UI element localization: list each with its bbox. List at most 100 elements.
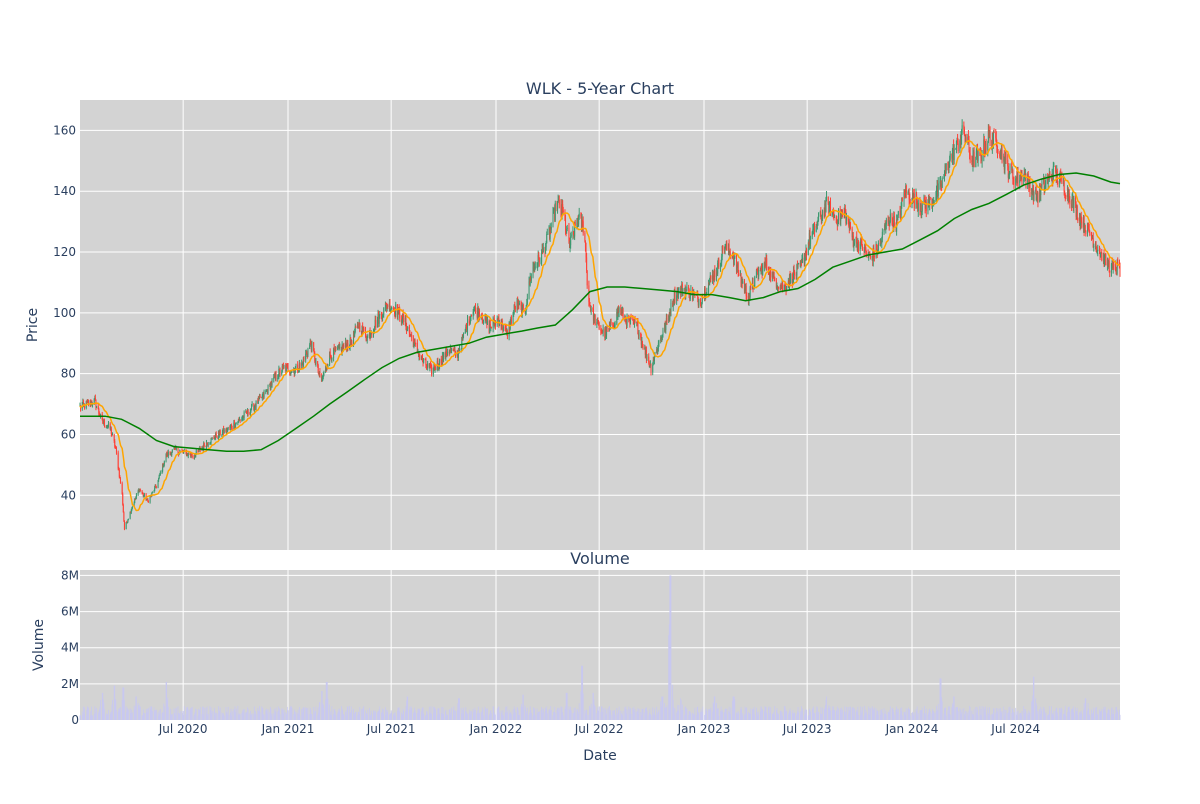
- candle-body[interactable]: [177, 448, 179, 453]
- candle-body[interactable]: [426, 366, 428, 368]
- volume-bar[interactable]: [514, 712, 516, 720]
- volume-bar[interactable]: [800, 714, 802, 720]
- candle-body[interactable]: [142, 493, 144, 494]
- candle-body[interactable]: [600, 331, 602, 332]
- candle-body[interactable]: [889, 213, 891, 222]
- volume-bar[interactable]: [884, 713, 886, 720]
- volume-bar[interactable]: [249, 710, 251, 720]
- candle-body[interactable]: [1011, 163, 1013, 171]
- candle-body[interactable]: [1032, 184, 1034, 195]
- candle-body[interactable]: [452, 348, 454, 351]
- volume-bar[interactable]: [1072, 706, 1074, 720]
- candle-body[interactable]: [193, 456, 195, 458]
- candle-body[interactable]: [980, 151, 982, 158]
- volume-bar[interactable]: [147, 708, 149, 720]
- volume-bar[interactable]: [485, 708, 487, 720]
- candle-body[interactable]: [596, 321, 598, 325]
- volume-bar[interactable]: [692, 713, 694, 720]
- candle-body[interactable]: [309, 341, 311, 346]
- volume-bar[interactable]: [497, 708, 499, 720]
- volume-bar[interactable]: [767, 707, 769, 720]
- volume-bar[interactable]: [606, 713, 607, 720]
- candle-body[interactable]: [865, 251, 867, 253]
- volume-bar[interactable]: [728, 706, 730, 720]
- volume-bar[interactable]: [919, 710, 921, 720]
- candle-body[interactable]: [868, 252, 870, 254]
- volume-bar[interactable]: [105, 714, 107, 720]
- volume-bar[interactable]: [624, 709, 626, 720]
- candle-body[interactable]: [566, 228, 568, 232]
- volume-bar[interactable]: [981, 715, 982, 720]
- candle-body[interactable]: [932, 199, 934, 204]
- volume-bar[interactable]: [740, 709, 741, 720]
- candle-body[interactable]: [456, 352, 458, 357]
- candle-body[interactable]: [129, 511, 131, 519]
- candle-body[interactable]: [472, 311, 474, 317]
- volume-bar[interactable]: [206, 706, 208, 720]
- volume-bar[interactable]: [493, 707, 495, 720]
- volume-bar[interactable]: [997, 708, 999, 720]
- volume-bar[interactable]: [414, 707, 415, 720]
- volume-bar[interactable]: [1117, 711, 1119, 720]
- volume-bar[interactable]: [182, 711, 184, 720]
- candle-body[interactable]: [529, 277, 531, 286]
- volume-bar[interactable]: [840, 708, 842, 720]
- volume-bar[interactable]: [282, 708, 284, 720]
- volume-bar[interactable]: [693, 714, 695, 720]
- candle-body[interactable]: [641, 340, 643, 347]
- candle-body[interactable]: [967, 136, 969, 142]
- volume-bar[interactable]: [991, 714, 993, 720]
- candle-body[interactable]: [335, 346, 337, 349]
- candle-body[interactable]: [415, 342, 417, 344]
- volume-bar[interactable]: [407, 696, 409, 720]
- candle-body[interactable]: [688, 286, 690, 290]
- candle-body[interactable]: [923, 198, 925, 205]
- candle-body[interactable]: [82, 401, 84, 405]
- volume-bar[interactable]: [1093, 707, 1095, 720]
- volume-bar[interactable]: [395, 715, 397, 720]
- candle-body[interactable]: [1092, 237, 1094, 248]
- candle-body[interactable]: [912, 193, 914, 202]
- candle-body[interactable]: [100, 414, 102, 417]
- volume-bar[interactable]: [853, 715, 855, 720]
- volume-bar[interactable]: [740, 707, 742, 720]
- candle-body[interactable]: [138, 489, 140, 492]
- volume-bar[interactable]: [912, 713, 914, 720]
- candle-body[interactable]: [588, 301, 590, 305]
- volume-bar[interactable]: [685, 708, 687, 720]
- volume-bar[interactable]: [450, 712, 451, 720]
- volume-bar[interactable]: [636, 711, 638, 720]
- candle-body[interactable]: [777, 286, 779, 288]
- volume-bar[interactable]: [242, 712, 244, 720]
- volume-bar[interactable]: [370, 715, 372, 720]
- volume-bar[interactable]: [452, 709, 454, 720]
- volume-bar[interactable]: [568, 706, 570, 720]
- candle-body[interactable]: [518, 301, 520, 305]
- volume-bar[interactable]: [940, 678, 941, 720]
- candle-body[interactable]: [301, 363, 303, 366]
- volume-bar[interactable]: [110, 712, 112, 720]
- candle-body[interactable]: [782, 283, 784, 291]
- volume-bar[interactable]: [788, 712, 790, 720]
- candle-body[interactable]: [573, 231, 575, 233]
- candle-body[interactable]: [429, 364, 431, 366]
- volume-bar[interactable]: [522, 694, 524, 720]
- candle-body[interactable]: [861, 240, 863, 247]
- candle-body[interactable]: [661, 337, 663, 339]
- volume-bar[interactable]: [791, 712, 793, 720]
- volume-bar[interactable]: [688, 711, 690, 720]
- candle-body[interactable]: [630, 318, 632, 320]
- candle-body[interactable]: [1032, 184, 1034, 202]
- volume-bar[interactable]: [1013, 712, 1014, 720]
- candle-body[interactable]: [933, 201, 935, 203]
- volume-bar[interactable]: [322, 703, 324, 720]
- volume-bar[interactable]: [1116, 706, 1117, 720]
- volume-bar[interactable]: [916, 706, 918, 720]
- candle-body[interactable]: [482, 319, 484, 322]
- candle-body[interactable]: [259, 395, 261, 397]
- candle-body[interactable]: [608, 328, 610, 330]
- candle-body[interactable]: [668, 315, 670, 320]
- volume-bar[interactable]: [721, 709, 723, 720]
- volume-bar[interactable]: [549, 709, 550, 720]
- volume-bar[interactable]: [92, 715, 93, 720]
